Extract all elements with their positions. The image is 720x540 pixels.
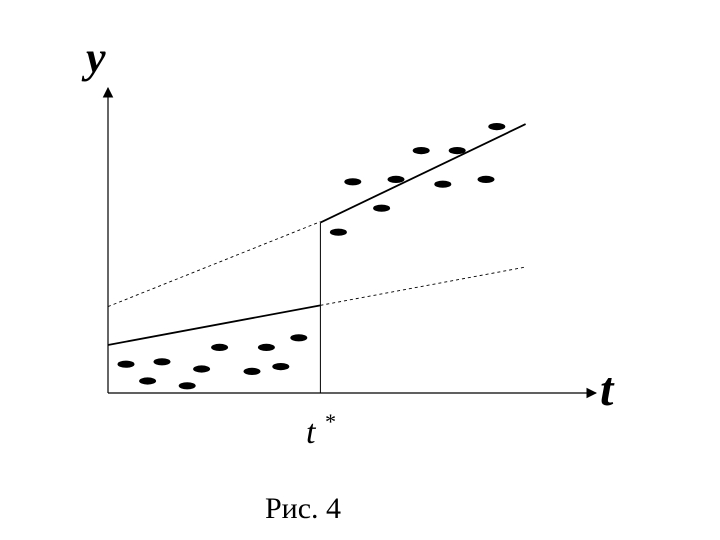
before-break-point-8 (257, 343, 275, 351)
after-break-point-3 (373, 204, 391, 212)
regime2-extrapolation-line (107, 221, 321, 308)
after-break-point-2 (344, 178, 362, 186)
before-break-point-4 (178, 382, 196, 390)
before-break-point-10 (290, 334, 308, 342)
after-break-point-5 (412, 147, 430, 155)
before-break-point-2 (139, 377, 157, 385)
before-break-point-7 (243, 367, 261, 375)
regression-lines (107, 123, 526, 346)
figure-caption: Рис. 4 (265, 492, 341, 525)
breakpoint-label-base: t (306, 414, 317, 451)
after-break-point-1 (329, 228, 347, 236)
before-break-point-6 (211, 343, 229, 351)
breakpoint-label-superscript: * (324, 409, 335, 434)
y-axis-label: y (81, 33, 106, 82)
data-points (117, 123, 506, 390)
after-break-point-8 (477, 175, 495, 183)
before-break-point-1 (117, 360, 135, 368)
regime1-extrapolation-line (320, 266, 526, 306)
before-break-point-3 (153, 358, 171, 366)
after-break-point-9 (488, 123, 506, 131)
before-break-point-5 (193, 365, 211, 373)
regime1-fit-line (107, 304, 321, 346)
after-break-point-4 (387, 175, 405, 183)
breakpoint-label: t * (306, 409, 335, 451)
x-axis-label: t (600, 363, 615, 416)
before-break-point-9 (272, 363, 290, 371)
after-break-point-7 (448, 147, 466, 155)
regime2-fit-line (320, 123, 526, 224)
after-break-point-6 (434, 180, 452, 188)
